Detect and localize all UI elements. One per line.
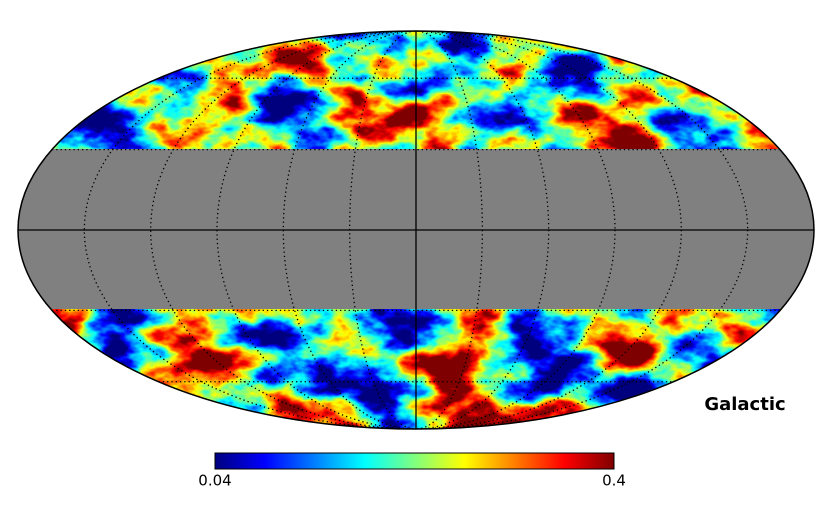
colorbar-tick-label: 0.4 — [602, 472, 626, 490]
colorbar-tick-label: 0.04 — [198, 472, 231, 490]
colorbar — [214, 452, 615, 470]
colorbar-ticks: 0.04 0.4 — [198, 465, 626, 490]
coordinate-label: Galactic — [704, 394, 785, 415]
map-outline — [17, 30, 815, 430]
